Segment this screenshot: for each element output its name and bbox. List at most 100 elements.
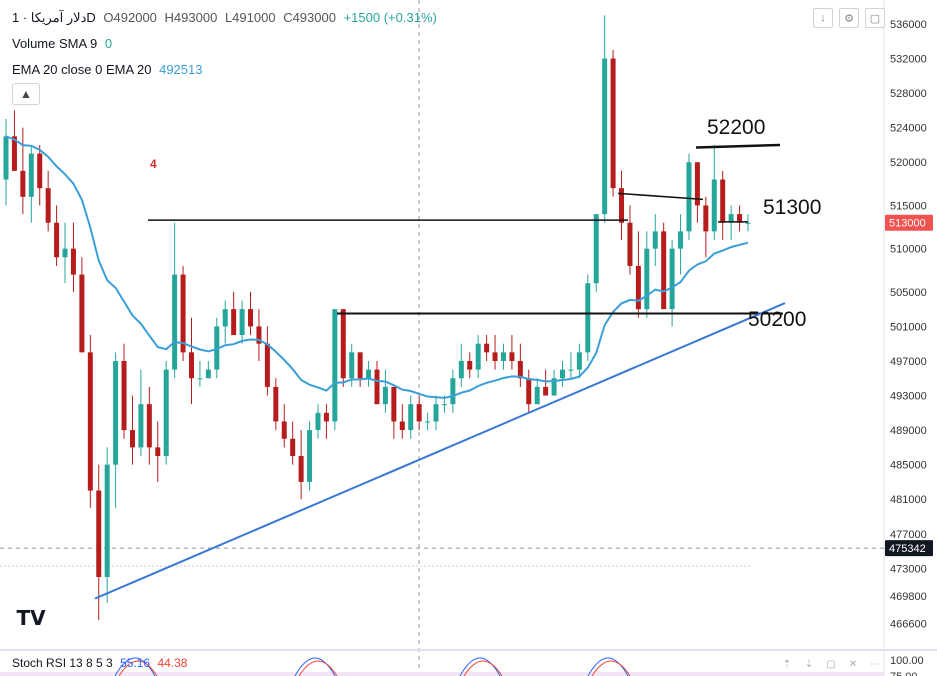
- arrow-down-icon[interactable]: ⇣: [804, 658, 814, 670]
- candle-body[interactable]: [231, 309, 237, 336]
- candle-body[interactable]: [222, 309, 228, 327]
- candle-body[interactable]: [146, 404, 152, 448]
- candle-body[interactable]: [180, 274, 186, 353]
- candle-body[interactable]: [70, 248, 76, 275]
- candle-body[interactable]: [509, 352, 515, 361]
- candle-body[interactable]: [366, 369, 372, 379]
- candle-body[interactable]: [416, 404, 422, 422]
- candle-body[interactable]: [374, 369, 380, 405]
- candle-body[interactable]: [551, 378, 557, 396]
- candle-body[interactable]: [543, 386, 549, 396]
- candle-body[interactable]: [315, 412, 321, 431]
- symbol-title[interactable]: دلار آمریکا · 1D: [12, 10, 96, 25]
- candle-body[interactable]: [619, 188, 625, 223]
- candle-body[interactable]: [121, 360, 127, 431]
- candle-body[interactable]: [560, 369, 565, 379]
- resistance-line-52200[interactable]: [695, 143, 781, 149]
- candle-body[interactable]: [433, 404, 439, 422]
- candle-body[interactable]: [340, 309, 346, 379]
- candle-body[interactable]: [593, 214, 599, 284]
- candle-body[interactable]: [610, 58, 616, 189]
- candle-body[interactable]: [155, 447, 161, 457]
- candle-body[interactable]: [248, 309, 254, 327]
- more-icon[interactable]: ⋯: [870, 658, 880, 670]
- candle-body[interactable]: [172, 274, 178, 370]
- collapse-legend-button[interactable]: ▲: [12, 83, 40, 105]
- candle-body[interactable]: [694, 162, 700, 206]
- candle-body[interactable]: [711, 179, 717, 232]
- level-line-mid[interactable]: [617, 192, 704, 201]
- candle-body[interactable]: [686, 162, 692, 232]
- candle-body[interactable]: [534, 386, 540, 405]
- candle-body[interactable]: [138, 404, 144, 448]
- maximize-icon[interactable]: ▢: [865, 8, 885, 28]
- candle-body[interactable]: [517, 360, 523, 379]
- delete-icon[interactable]: ✕: [848, 658, 858, 670]
- volume-legend[interactable]: Volume SMA 9 0: [12, 36, 116, 51]
- candle-body[interactable]: [627, 222, 633, 266]
- candle-body[interactable]: [197, 378, 203, 380]
- candle-body[interactable]: [79, 274, 85, 353]
- candle-body[interactable]: [281, 421, 287, 439]
- candle-body[interactable]: [357, 352, 363, 379]
- candle-body[interactable]: [458, 360, 464, 379]
- candle-body[interactable]: [129, 430, 135, 448]
- ema-legend[interactable]: EMA 20 close 0 EMA 20 492513: [12, 62, 206, 77]
- candle-body[interactable]: [669, 248, 675, 310]
- candle-body[interactable]: [28, 153, 34, 197]
- candle-body[interactable]: [500, 352, 506, 361]
- candle-body[interactable]: [678, 231, 684, 249]
- candle-body[interactable]: [526, 378, 532, 405]
- settings-icon[interactable]: ⚙: [839, 8, 859, 28]
- candle-body[interactable]: [298, 456, 304, 482]
- candle-body[interactable]: [703, 205, 709, 232]
- candle-body[interactable]: [399, 421, 405, 431]
- candle-body[interactable]: [425, 421, 431, 423]
- arrow-up-icon[interactable]: ⇡: [782, 658, 792, 670]
- candle-body[interactable]: [391, 386, 397, 422]
- candle-body[interactable]: [20, 170, 26, 197]
- candle-body[interactable]: [576, 352, 582, 370]
- candle-body[interactable]: [349, 352, 355, 379]
- candle-body[interactable]: [644, 248, 650, 310]
- candle-body[interactable]: [720, 179, 726, 223]
- candle-body[interactable]: [323, 412, 329, 422]
- ascending-trendline[interactable]: [94, 302, 786, 600]
- tradingview-logo[interactable]: TV: [16, 606, 46, 630]
- candle-body[interactable]: [568, 369, 574, 371]
- candle-body[interactable]: [113, 360, 119, 465]
- candle-body[interactable]: [408, 404, 414, 431]
- candle-body[interactable]: [441, 404, 447, 406]
- candle-body[interactable]: [484, 343, 490, 353]
- candle-body[interactable]: [652, 231, 658, 249]
- candle-body[interactable]: [11, 136, 17, 171]
- candle-body[interactable]: [239, 309, 245, 336]
- candle-body[interactable]: [205, 369, 211, 379]
- candle-body[interactable]: [189, 352, 194, 379]
- candle-body[interactable]: [382, 386, 388, 405]
- candle-body[interactable]: [45, 188, 51, 223]
- candle-body[interactable]: [273, 386, 279, 422]
- candle-body[interactable]: [62, 248, 68, 258]
- candle-body[interactable]: [307, 430, 313, 482]
- candle-body[interactable]: [635, 265, 641, 310]
- candle-body[interactable]: [96, 490, 102, 577]
- arrow-down-icon[interactable]: ↓: [813, 8, 833, 28]
- candle-body[interactable]: [475, 343, 481, 370]
- candle-body[interactable]: [745, 222, 751, 224]
- candle-body[interactable]: [104, 464, 110, 577]
- candle-body[interactable]: [256, 326, 262, 344]
- candle-body[interactable]: [737, 214, 743, 223]
- candle-body[interactable]: [3, 136, 9, 180]
- candle-body[interactable]: [728, 214, 734, 223]
- candle-body[interactable]: [290, 438, 296, 457]
- stoch-rsi-legend[interactable]: Stoch RSI 13 8 5 3 55.16 44.38: [12, 656, 187, 670]
- candle-body[interactable]: [54, 222, 60, 258]
- candle-body[interactable]: [492, 352, 498, 361]
- candle-body[interactable]: [163, 369, 169, 457]
- maximize-icon[interactable]: ▢: [826, 658, 836, 670]
- candle-body[interactable]: [661, 231, 667, 310]
- candle-body[interactable]: [467, 360, 473, 370]
- candle-body[interactable]: [87, 352, 93, 491]
